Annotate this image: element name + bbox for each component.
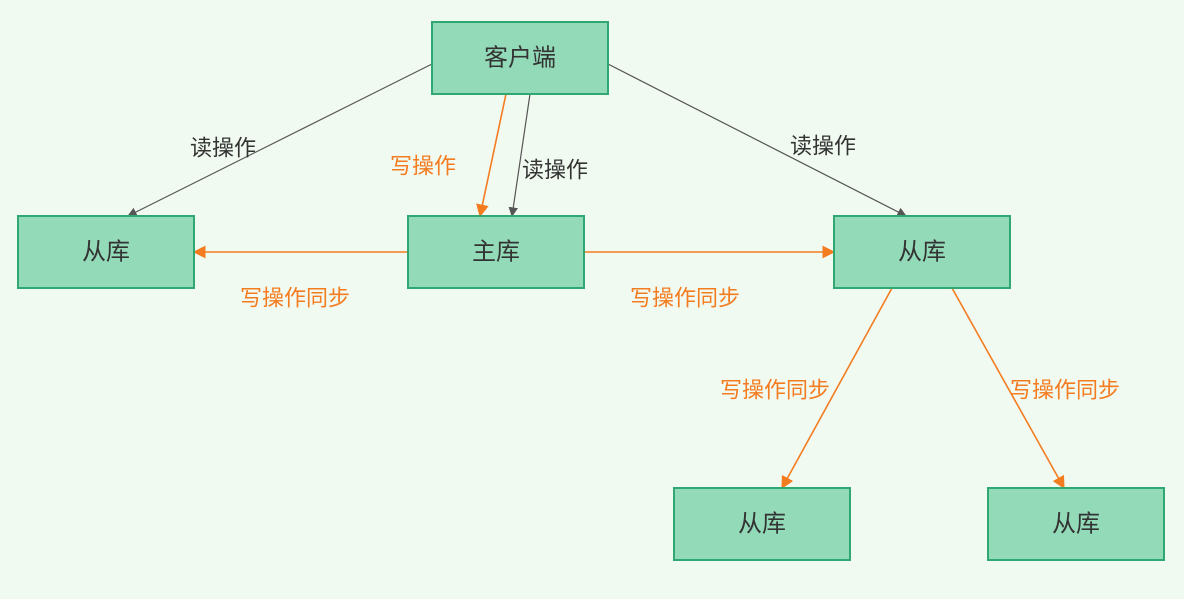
edge-label-client-master: 读操作 bbox=[522, 158, 588, 183]
node-label-client: 客户端 bbox=[484, 45, 556, 72]
node-slave_b1: 从库 bbox=[674, 488, 850, 560]
architecture-diagram: 读操作写操作读操作读操作写操作同步写操作同步写操作同步写操作同步 客户端从库主库… bbox=[0, 0, 1184, 599]
edge-client-master bbox=[480, 94, 506, 216]
edge-label-client-slave_r: 读操作 bbox=[790, 134, 856, 159]
edge-label-slave_r-slave_b2: 写操作同步 bbox=[1010, 378, 1120, 403]
edge-label-client-slave_l: 读操作 bbox=[190, 136, 256, 161]
nodes-layer: 客户端从库主库从库从库从库 bbox=[18, 22, 1164, 560]
edge-client-master bbox=[512, 94, 530, 216]
node-slave_b2: 从库 bbox=[988, 488, 1164, 560]
node-slave_r: 从库 bbox=[834, 216, 1010, 288]
node-master: 主库 bbox=[408, 216, 584, 288]
edge-label-master-slave_l: 写操作同步 bbox=[240, 286, 350, 311]
edge-label-master-slave_r: 写操作同步 bbox=[630, 286, 740, 311]
node-slave_l: 从库 bbox=[18, 216, 194, 288]
node-label-slave_r: 从库 bbox=[898, 239, 946, 266]
node-label-slave_l: 从库 bbox=[82, 239, 130, 266]
edge-client-slave_l bbox=[128, 64, 432, 216]
edge-label-client-master: 写操作 bbox=[390, 154, 456, 179]
node-label-slave_b1: 从库 bbox=[738, 511, 786, 538]
edge-client-slave_r bbox=[608, 64, 906, 216]
edge-label-slave_r-slave_b1: 写操作同步 bbox=[720, 378, 830, 403]
node-client: 客户端 bbox=[432, 22, 608, 94]
node-label-slave_b2: 从库 bbox=[1052, 511, 1100, 538]
node-label-master: 主库 bbox=[472, 239, 520, 266]
